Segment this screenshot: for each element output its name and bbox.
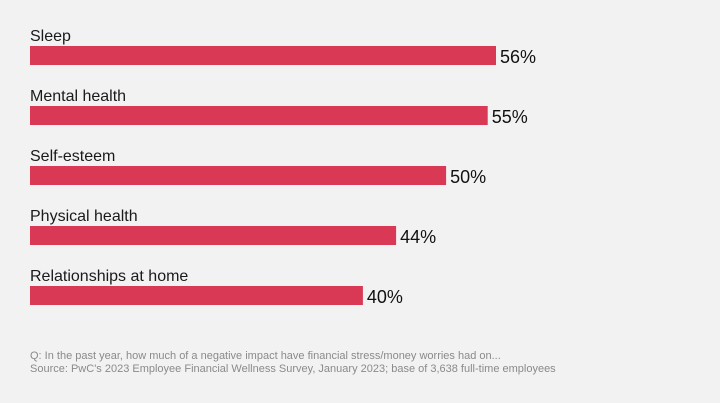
survey-question-note: Q: In the past year, how much of a negat… xyxy=(30,350,501,362)
bar-relationships-at-home xyxy=(30,286,363,305)
category-label-self-esteem: Self-esteem xyxy=(30,148,115,165)
source-note: Source: PwC's 2023 Employee Financial We… xyxy=(30,363,556,375)
bar-sleep xyxy=(30,46,496,65)
value-label-relationships-at-home: 40% xyxy=(367,287,403,307)
value-label-physical-health: 44% xyxy=(400,227,436,247)
category-label-physical-health: Physical health xyxy=(30,208,138,225)
bar-self-esteem xyxy=(30,166,447,185)
bar-mental-health xyxy=(30,106,488,125)
category-label-relationships-at-home: Relationships at home xyxy=(30,268,188,285)
value-label-mental-health: 55% xyxy=(492,107,528,127)
value-label-self-esteem: 50% xyxy=(450,167,486,187)
bar-physical-health xyxy=(30,226,397,245)
category-label-sleep: Sleep xyxy=(30,28,71,45)
value-label-sleep: 56% xyxy=(500,47,536,67)
category-label-mental-health: Mental health xyxy=(30,88,126,105)
